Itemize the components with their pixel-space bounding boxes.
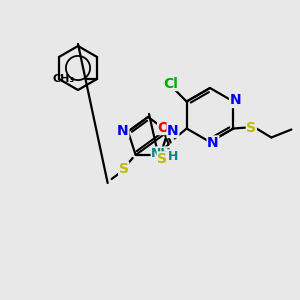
Text: Cl: Cl bbox=[163, 76, 178, 91]
Text: N: N bbox=[167, 124, 179, 137]
Text: N: N bbox=[230, 94, 241, 107]
Text: CH₃: CH₃ bbox=[53, 74, 75, 84]
Text: H: H bbox=[167, 150, 178, 163]
Text: S: S bbox=[157, 152, 167, 166]
Text: NH: NH bbox=[151, 147, 172, 160]
Text: N: N bbox=[117, 124, 129, 137]
Text: S: S bbox=[119, 162, 129, 176]
Text: O: O bbox=[158, 121, 170, 134]
Text: S: S bbox=[246, 121, 256, 134]
Text: N: N bbox=[207, 136, 219, 150]
